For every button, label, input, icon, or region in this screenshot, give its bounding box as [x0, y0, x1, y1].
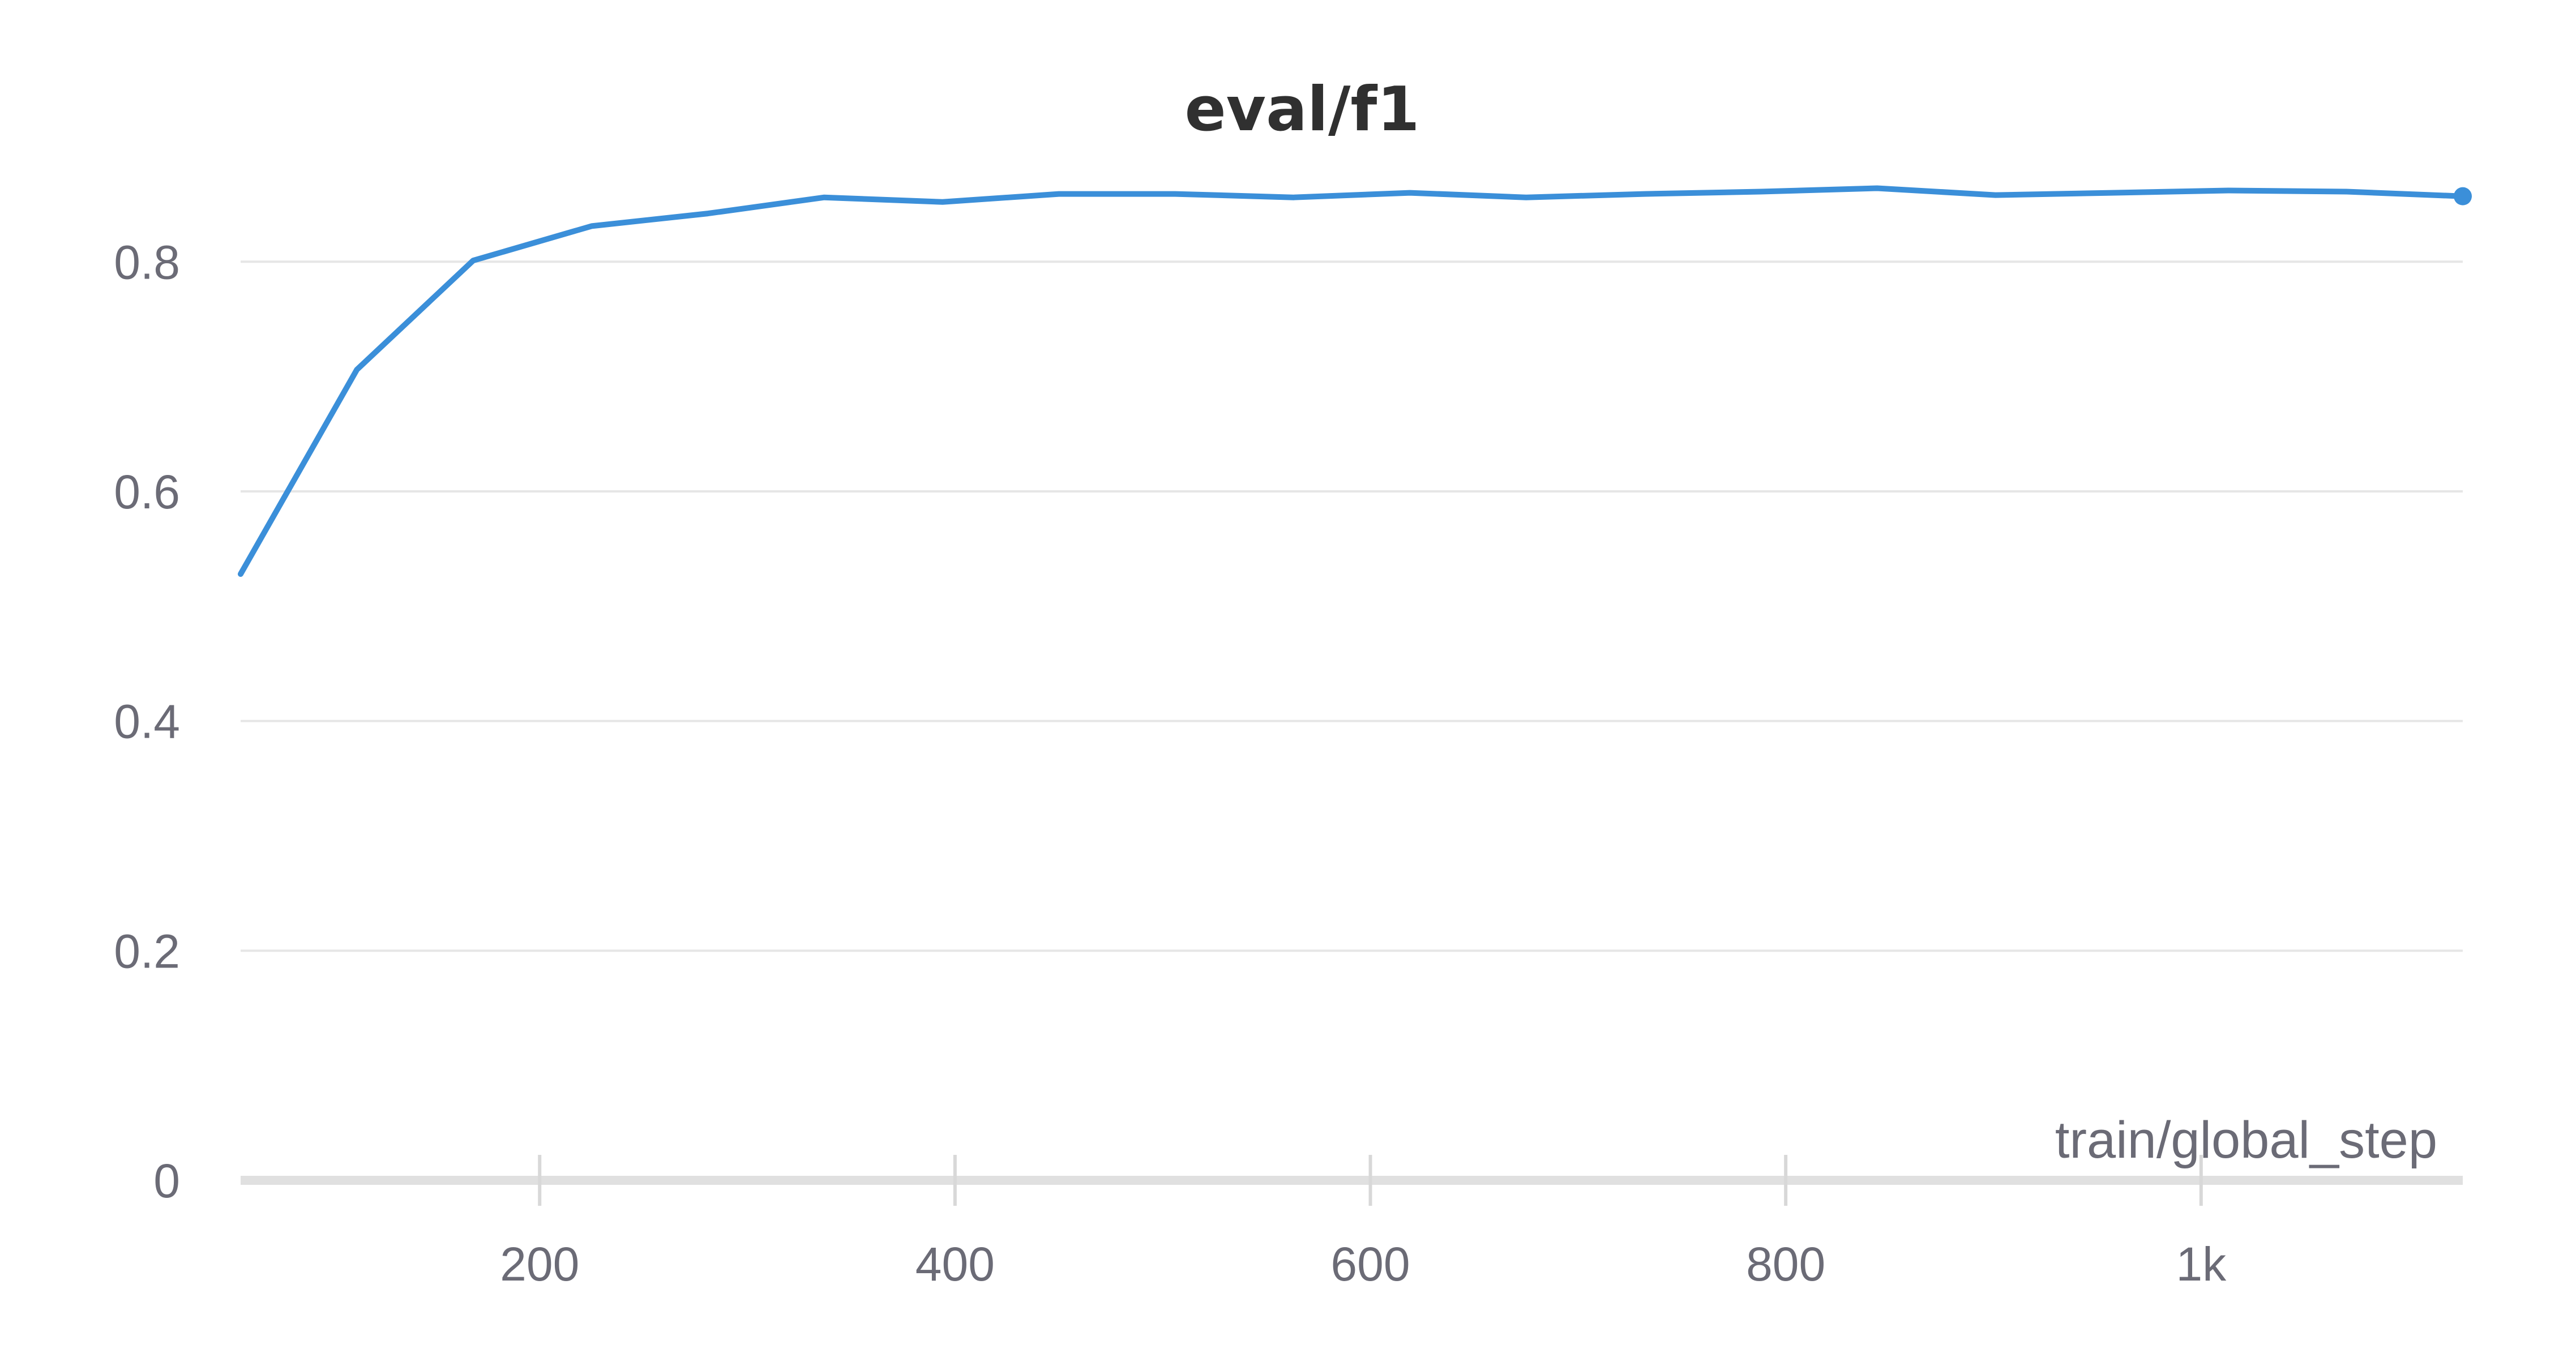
grid-lines [241, 260, 2463, 952]
y-axis-ticks: 0 0.2 0.4 0.6 0.8 [114, 236, 180, 1208]
y-tick-label: 0.2 [114, 924, 180, 978]
x-tick-label: 600 [1330, 1238, 1410, 1291]
series-layer [238, 185, 2472, 577]
x-tick-label: 1k [2176, 1238, 2227, 1291]
x-axis-label: train/global_step [2055, 1111, 2437, 1169]
y-tick-label: 0.4 [114, 695, 180, 748]
series-line [238, 185, 2466, 577]
y-tick-label: 0 [153, 1154, 180, 1208]
series-end-point [2454, 187, 2472, 205]
chart-title: eval/f1 [1184, 74, 1419, 145]
x-tick-label: 400 [915, 1238, 995, 1291]
x-tick-label: 800 [1746, 1238, 1825, 1291]
y-tick-label: 0.8 [114, 236, 180, 289]
y-tick-label: 0.6 [114, 465, 180, 519]
x-tick-label: 200 [500, 1238, 579, 1291]
x-axis-ticks: 200 400 600 800 1k [500, 1155, 2227, 1291]
